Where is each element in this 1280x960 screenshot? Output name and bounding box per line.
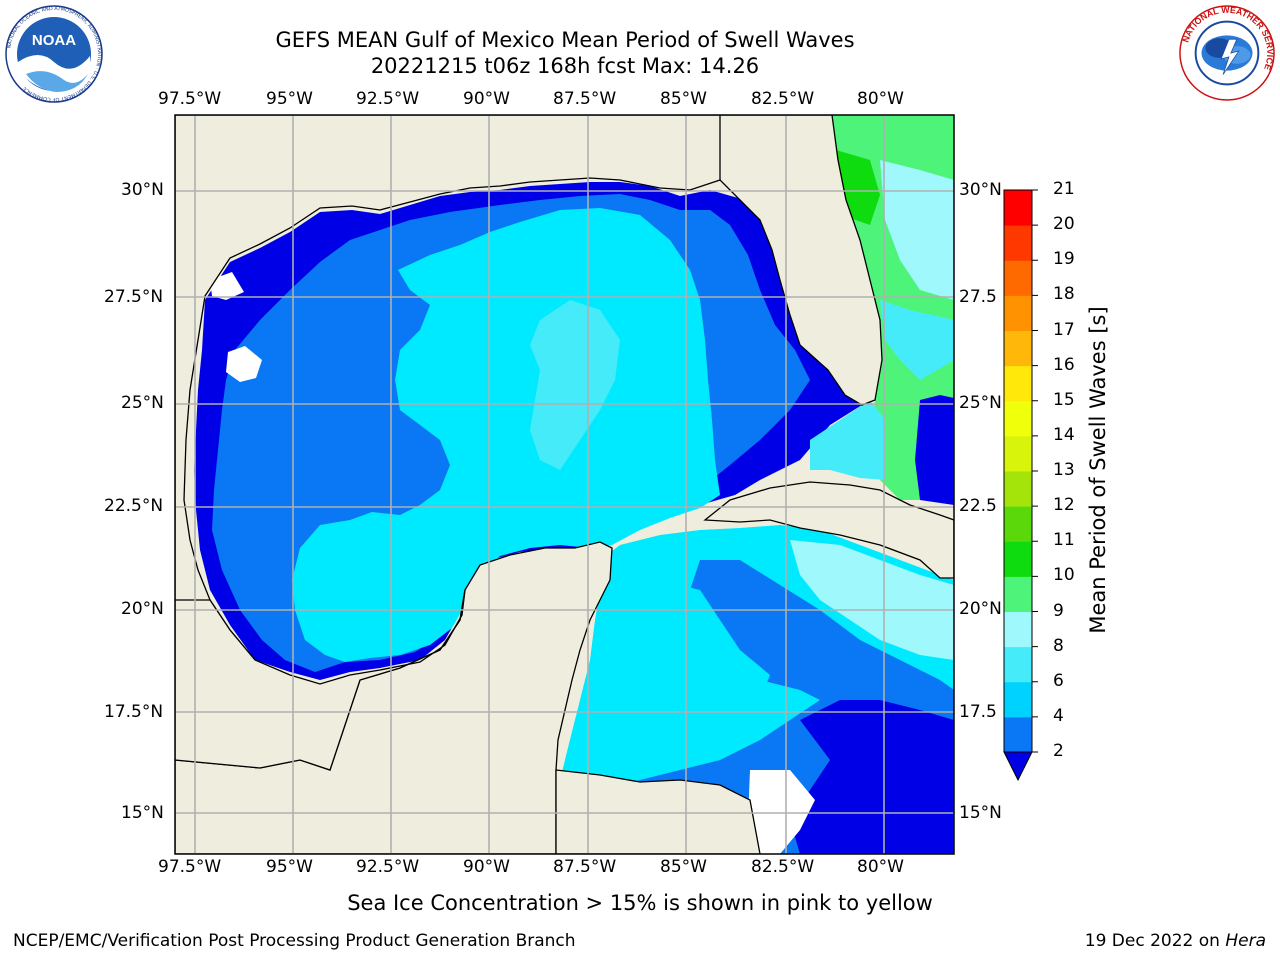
colorbar-tick-label: 21 [1053, 179, 1075, 199]
footer-date: 19 Dec 2022 on Hera [1085, 931, 1266, 951]
lat-tick-right: 20°N [959, 599, 1002, 619]
lat-tick-left: 22.5°N [104, 496, 164, 516]
atlantic-band-6-8s [880, 300, 954, 380]
footer-credit: NCEP/EMC/Verification Post Processing Pr… [13, 931, 576, 951]
colorbar-segment [1004, 646, 1032, 683]
colorbar-tick-label: 16 [1053, 354, 1075, 375]
lat-tick-left: 30°N [121, 180, 164, 200]
lat-tick-left: 15°N [121, 803, 164, 823]
footer-date-text: 19 Dec 2022 on [1084, 931, 1226, 951]
lat-tick-left: 25°N [121, 393, 164, 413]
caribbean-band-6-8s [565, 580, 770, 780]
colorbar-tick-label: 17 [1053, 319, 1075, 340]
colorbar-segment [1004, 330, 1032, 367]
colorbar-segment [1004, 611, 1032, 648]
caribbean-band-9-10s [790, 540, 954, 660]
lon-tick-top: 87.5°W [553, 89, 617, 109]
florida-land [714, 115, 883, 406]
lon-tick-top: 85°W [660, 89, 707, 109]
colorbar-segment [1004, 400, 1032, 437]
colorbar-tick-label: 11 [1053, 530, 1075, 551]
colorbar-segment [1004, 506, 1032, 542]
lat-tick-right: 27.5 [959, 287, 997, 307]
lat-tick-right: 25°N [959, 393, 1002, 413]
colorbar-tick-label: 13 [1053, 460, 1075, 480]
colorbar-tick-label: 14 [1053, 424, 1075, 445]
map-title: GEFS MEAN Gulf of Mexico Mean Period of … [275, 28, 855, 52]
colorbar-segment [1004, 295, 1032, 331]
lat-tick-left: 17.5°N [104, 702, 164, 722]
gulf-sea-band-8-9s [530, 300, 620, 470]
footer-host: Hera [1225, 931, 1266, 951]
map-frame [174, 114, 955, 855]
colorbar-segment [1004, 435, 1032, 472]
colorbar [1003, 189, 1038, 782]
lon-tick-top: 90°W [463, 89, 510, 109]
colorbar-segment [1004, 225, 1032, 261]
atlantic-band-8-9s [880, 160, 954, 300]
colorbar-segment [1004, 260, 1032, 296]
lon-tick-bottom: 85°W [660, 857, 707, 877]
map-canvas [175, 115, 954, 854]
gulf-sea-band-6-8s [292, 208, 720, 662]
nws-logo: NATIONAL WEATHER SERVICE [1179, 5, 1275, 101]
lon-tick-top: 92.5°W [356, 89, 420, 109]
lon-tick-bottom: 87.5°W [553, 857, 617, 877]
lat-tick-left: 20°N [121, 599, 164, 619]
colorbar-tick-label: 18 [1053, 284, 1075, 305]
colorbar-tick-label: 19 [1053, 249, 1075, 270]
straits-band-8-9s [810, 400, 885, 480]
central-america-land [555, 769, 761, 854]
lon-tick-bottom: 92.5°W [356, 857, 420, 877]
lon-tick-top: 95°W [266, 89, 313, 109]
colorbar-tick-label: 4 [1053, 705, 1064, 726]
noaa-logo: NOAA NATIONAL OCEANIC AND ATMOSPHERIC AD… [5, 5, 103, 103]
colorbar-tick-label: 8 [1053, 635, 1064, 656]
lon-tick-top: 97.5°W [158, 89, 222, 109]
nodata-patch [226, 346, 262, 382]
lon-tick-bottom: 90°W [463, 857, 510, 877]
sea-ice-note: Sea Ice Concentration > 15% is shown in … [347, 891, 933, 915]
colorbar-tick-label: 12 [1053, 495, 1075, 516]
noaa-logo-text: NOAA [32, 32, 76, 49]
lat-tick-left: 27.5°N [104, 287, 164, 307]
lat-tick-right: 30°N [959, 180, 1002, 200]
colorbar-tick-label: 6 [1053, 670, 1064, 691]
colorbar-tick-label: 9 [1053, 600, 1064, 621]
colorbar-tick-label: 10 [1053, 565, 1075, 586]
lon-tick-top: 82.5°W [751, 89, 815, 109]
lat-tick-right: 15°N [959, 803, 1002, 823]
colorbar-segment [1004, 716, 1032, 753]
caribbean-band-2-4s [790, 700, 954, 854]
lat-tick-right: 22.5 [959, 496, 997, 516]
lat-tick-right: 17.5 [959, 702, 997, 722]
colorbar-segment [1004, 541, 1032, 577]
colorbar-label: Mean Period of Swell Waves [s] [1086, 306, 1110, 634]
lon-tick-bottom: 95°W [266, 857, 313, 877]
cuba-land [703, 481, 954, 579]
colorbar-tick-label: 2 [1053, 741, 1064, 761]
colorbar-tick-label: 20 [1053, 214, 1075, 235]
colorbar-segment [1004, 471, 1032, 507]
colorbar-segment [1004, 190, 1032, 226]
colorbar-segment [1004, 576, 1032, 612]
map-subtitle-run: 20221215 t06z 168h fcst Max: 14.26 [370, 54, 760, 78]
mexico-east-coast-land [175, 589, 466, 771]
lon-tick-bottom: 97.5°W [158, 857, 222, 877]
colorbar-extend-arrow [1003, 751, 1033, 782]
nodata-patch [748, 770, 815, 854]
colorbar-segment [1004, 365, 1032, 402]
graticule [175, 115, 954, 854]
atlantic-band-2-4s [915, 395, 954, 505]
colorbar-segment [1004, 681, 1032, 718]
lon-tick-top: 80°W [857, 89, 904, 109]
colorbar-tick-label: 15 [1053, 389, 1075, 410]
lon-tick-bottom: 82.5°W [751, 857, 815, 877]
us-gulf-coast-land [175, 115, 721, 661]
nodata-patch [210, 272, 244, 300]
lon-tick-bottom: 80°W [857, 857, 904, 877]
